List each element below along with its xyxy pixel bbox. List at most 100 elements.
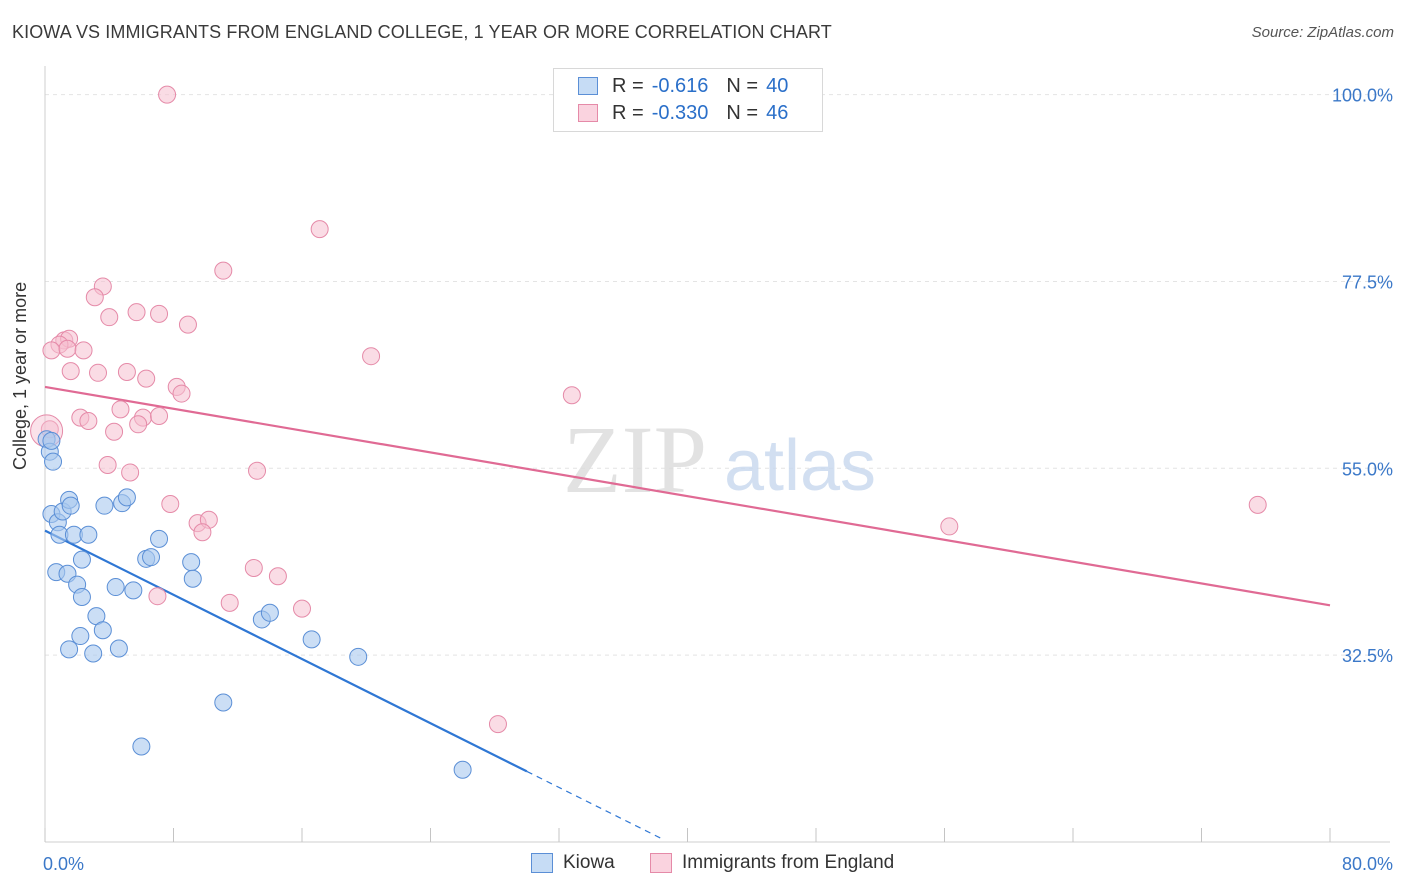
england-point [98,455,117,474]
england-point [362,347,381,366]
england-point [85,288,104,307]
england-point [74,341,93,360]
kiowa-point [72,550,91,569]
kiowa-point [72,588,91,607]
y-tick-label: 100.0% [1332,86,1393,106]
england-point [268,567,287,586]
legend-r-label: R = [612,101,644,124]
england-trend-line [44,385,1331,607]
kiowa-legend-label: Kiowa [563,852,615,873]
kiowa-point [183,569,202,588]
x-tick-label: 80.0% [1342,854,1393,874]
y-tick-label: 55.0% [1342,459,1393,479]
kiowa-point [95,496,114,515]
england-point [161,495,180,514]
axes [44,66,1390,843]
trend-lines [44,385,1331,841]
kiowa-point [71,627,90,646]
england-point [79,411,98,430]
watermark-zip: ZIP [563,406,707,513]
source-note: Source: ZipAtlas.com [1252,24,1394,41]
england-point [121,463,140,482]
legend-n-label: N = [726,101,759,124]
england-point [310,220,329,239]
kiowa-point [44,452,63,471]
england-point [488,715,507,734]
england-point [127,303,146,322]
bottom-legend-england[interactable]: Immigrants from England [650,852,894,874]
england-point [940,517,959,536]
england-point [248,461,267,480]
kiowa-point [124,581,143,600]
england-point [137,369,156,388]
kiowa-trend-line [44,529,528,773]
source-label: Source: [1251,24,1304,41]
england-point [150,304,169,323]
kiowa-point [150,529,169,548]
legend-n-value: 46 [766,101,789,124]
kiowa-point [84,644,103,663]
england-point [172,384,191,403]
legend-row-kiowa: R = -0.616 N = 40 [578,73,788,99]
kiowa-point [349,647,368,666]
bottom-legend-kiowa[interactable]: Kiowa [531,852,615,874]
england-point [105,422,124,441]
kiowa-point [142,548,161,567]
kiowa-point [42,431,61,450]
y-axis-label: College, 1 year or more [10,281,30,470]
stats-legend: R = -0.616 N = 40 R = -0.330 N = 46 [553,68,823,132]
y-tick-label: 32.5% [1342,646,1393,666]
england-point [117,362,136,381]
england-point [42,341,61,360]
watermark-atlas: atlas [724,426,876,506]
england-point [214,261,233,280]
kiowa-point [214,693,233,712]
kiowa-point [109,639,128,658]
legend-r-value: -0.330 [651,101,709,124]
kiowa-points [37,430,472,779]
england-point [148,587,167,606]
england-point [244,558,263,577]
england-point [293,599,311,618]
england-point [100,308,119,327]
england-legend-label: Immigrants from England [682,852,895,873]
kiowa-point [106,578,125,597]
tick-labels: 32.5% 55.0% 77.5% 100.0% 0.0% 80.0% [43,86,1393,874]
chart-title: KIOWA VS IMMIGRANTS FROM ENGLAND COLLEGE… [12,22,832,42]
legend-n-value: 40 [766,74,789,97]
y-tick-label: 77.5% [1342,272,1393,292]
england-point [1248,495,1267,514]
england-point [193,523,212,542]
england-legend-swatch [650,853,672,873]
england-swatch [578,104,598,122]
england-point [158,85,177,104]
england-point [58,339,77,358]
legend-r-label: R = [612,74,644,97]
kiowa-point [132,737,151,756]
kiowa-point [260,603,279,622]
legend-row-england: R = -0.330 N = 46 [578,100,788,126]
kiowa-point [117,488,136,507]
kiowa-trend-extension [526,770,664,841]
kiowa-point [93,621,112,640]
source-link[interactable]: ZipAtlas.com [1307,24,1394,41]
kiowa-point [453,760,472,779]
kiowa-point [182,553,201,572]
legend-r-value: -0.616 [651,74,709,97]
england-point [150,406,169,425]
england-point [61,362,80,381]
england-point [178,315,197,334]
kiowa-swatch [578,77,598,95]
england-point [220,593,239,612]
x-tick-label: 0.0% [43,854,84,874]
kiowa-point [60,640,79,659]
england-point [111,400,130,419]
legend-n-label: N = [726,74,759,97]
kiowa-point [61,496,80,515]
kiowa-point [79,525,98,544]
england-point [562,386,581,405]
england-points [30,85,1267,734]
england-point [129,415,148,434]
kiowa-point [302,630,321,649]
